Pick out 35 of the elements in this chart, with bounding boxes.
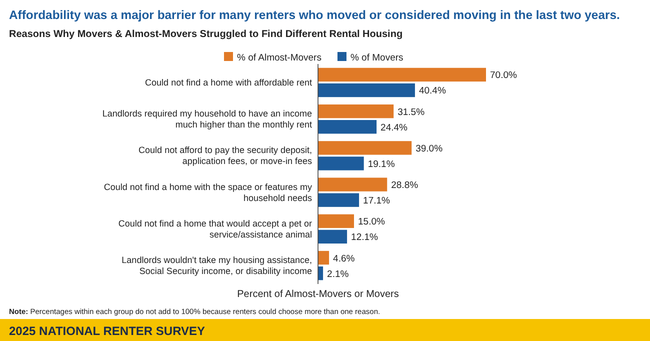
bar <box>318 214 354 228</box>
y-tick-label: Could not find a home with affordable rent <box>145 77 312 88</box>
bar <box>318 68 486 82</box>
legend-label: % of Almost-Movers <box>237 52 322 64</box>
data-label: 39.0% <box>416 143 444 154</box>
bar <box>318 156 364 170</box>
data-label: 12.1% <box>351 232 379 244</box>
legend-label: % of Movers <box>350 52 404 64</box>
chart-title: Affordability was a major barrier for many renters who moved or considered moving in the last two years. <box>9 8 620 22</box>
y-tick-label: Landlords required my household to have an income much higher than the monthly rent <box>102 108 312 130</box>
text: 2025 NATIONAL RENTER SURVEY <box>9 324 206 338</box>
data-label: 2.1% <box>327 268 350 280</box>
bar <box>318 178 388 192</box>
bar <box>318 141 412 155</box>
bar <box>318 193 360 207</box>
data-label: 31.5% <box>398 106 426 118</box>
data-label: 17.1% <box>363 196 391 207</box>
data-label: 15.0% <box>358 216 386 228</box>
y-tick-label: Landlords wouldn't take my housing assistance, Social Security income, or disability income <box>122 255 312 276</box>
y-tick-label: Could not find a home with the space or features my household needs <box>104 182 312 203</box>
text: Reasons Why Movers & Almost-Movers Struggled to Find Different Rental Housing <box>9 29 403 40</box>
data-label: 28.8% <box>391 180 419 192</box>
y-tick-label: Could not afford to pay the security deposit, application fees, or move-in fees <box>138 145 312 166</box>
data-label: 40.4% <box>418 86 446 97</box>
bar <box>318 120 377 134</box>
y-tick-label: Could not find a home that would accept a pet or service/assistance animal <box>118 218 312 240</box>
data-label: 19.1% <box>368 158 396 170</box>
data-label: 4.6% <box>333 253 356 264</box>
bar <box>318 83 415 98</box>
x-axis-title: Percent of Almost-Movers or Movers <box>237 289 399 300</box>
bar <box>318 230 348 244</box>
bar <box>318 104 394 118</box>
data-label: 24.4% <box>380 122 408 134</box>
bar <box>318 250 330 265</box>
data-label: 70.0% <box>490 70 518 82</box>
